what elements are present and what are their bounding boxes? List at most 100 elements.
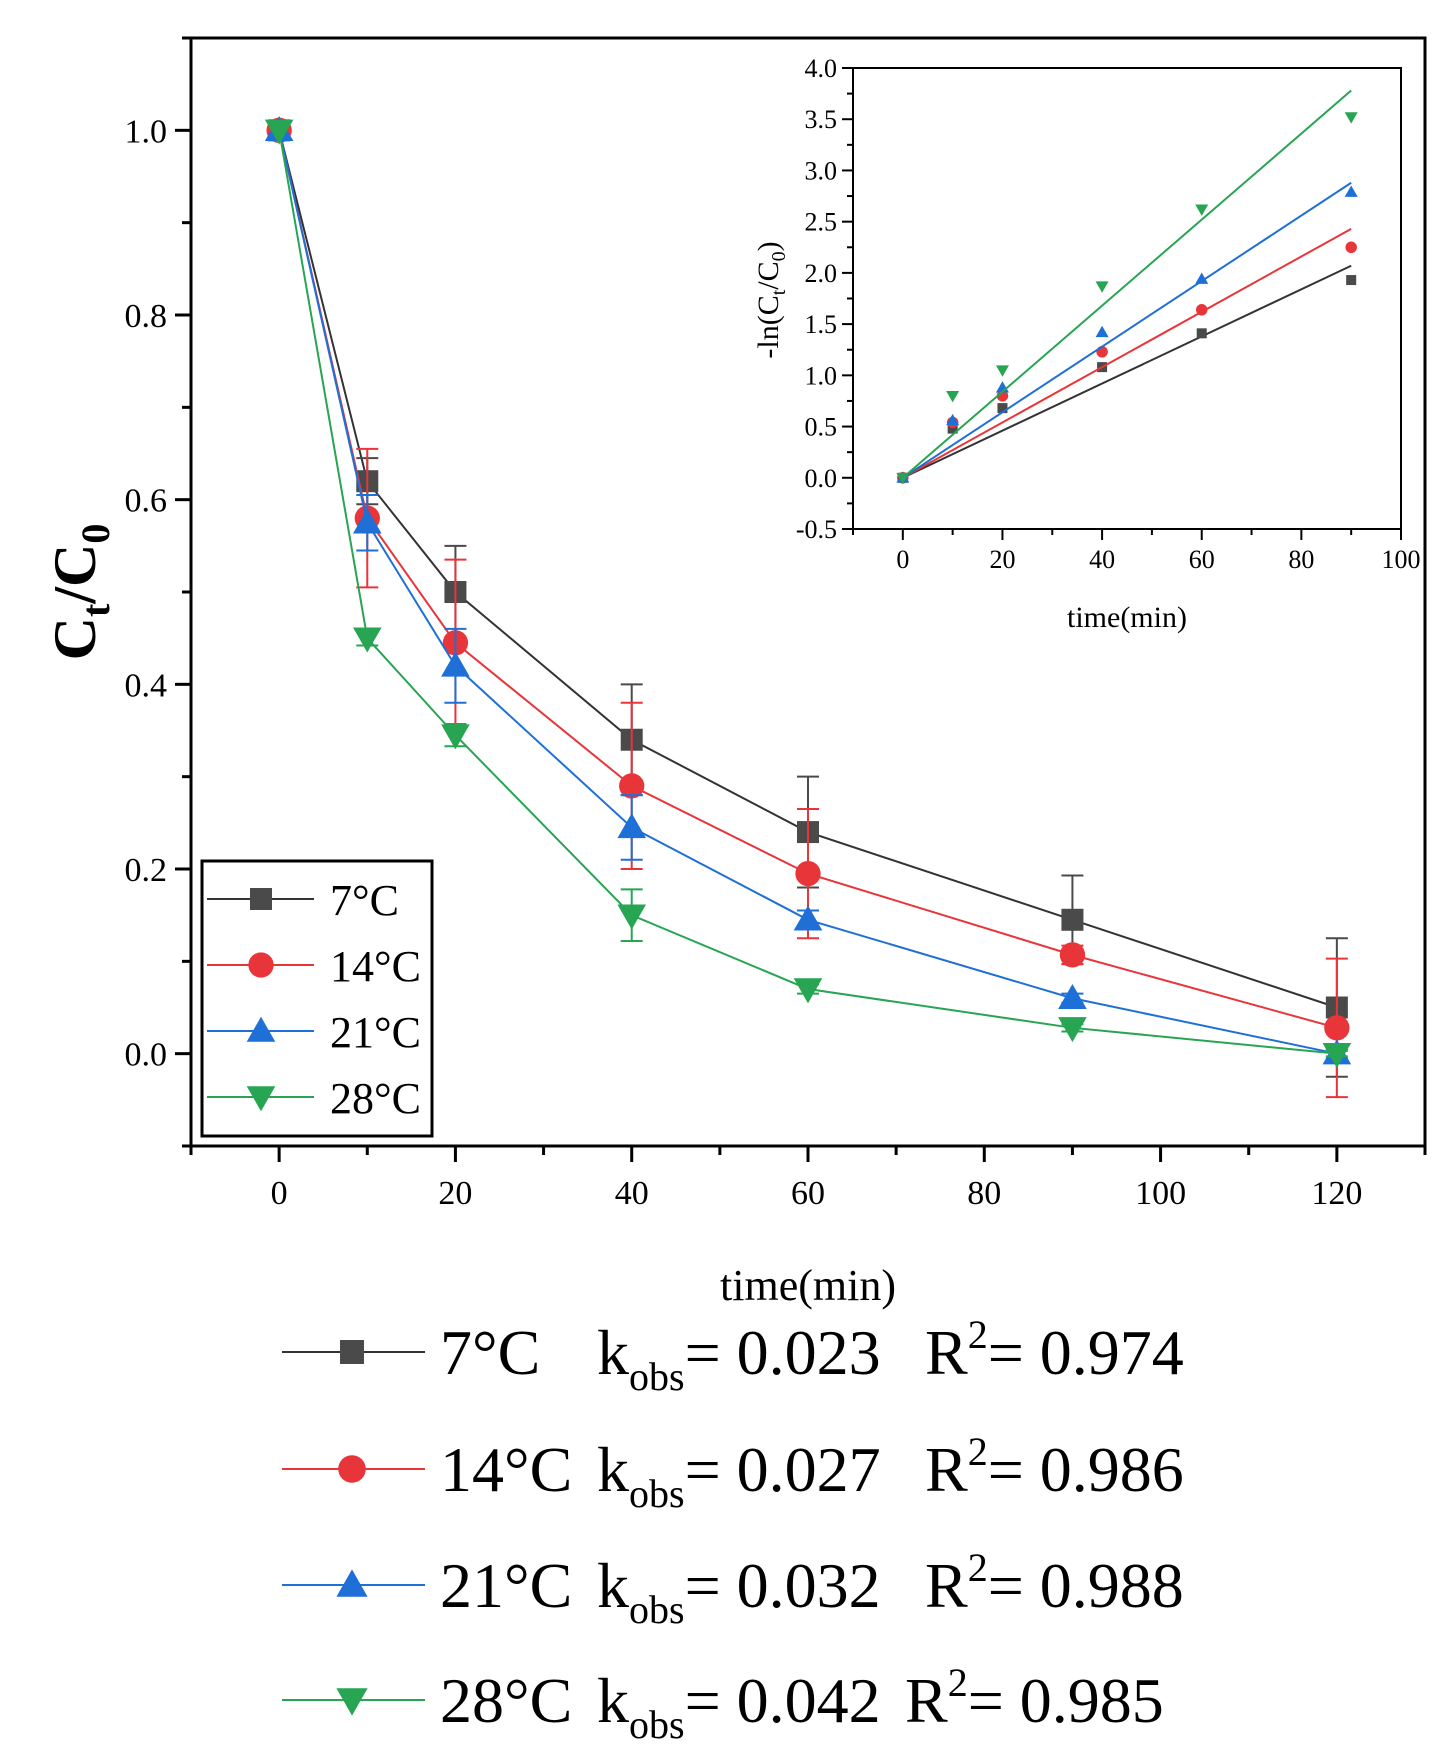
- inset-x-axis-label: time(min): [1067, 601, 1187, 634]
- inset-data-point: [1344, 185, 1358, 197]
- main-plot: 0 20 40 60 80 100 120 0.0 0.2 0.4 0.6 0.8 1.0 time(…: [42, 36, 1427, 1310]
- kinetics-k-number: = 0.032: [685, 1550, 881, 1621]
- inset-data-point: [896, 472, 910, 485]
- main-data-point: [264, 119, 294, 145]
- inset-data-point: [1345, 241, 1357, 254]
- inset-data-point: [1344, 112, 1358, 124]
- kinetics-legend-row: 14°C kobs= 0.027 R2= 0.986: [282, 1429, 1184, 1516]
- inset-series: [896, 89, 1358, 485]
- inset-y-tick-label: 3.0: [805, 156, 838, 185]
- kinetics-temp-label: 7°C: [440, 1317, 540, 1388]
- main-data-point: [352, 508, 382, 534]
- main-y-axis: 0.0 0.2 0.4 0.6 0.8 1.0: [125, 36, 191, 1148]
- inset-fit-line: [902, 89, 1352, 479]
- inset-x-tick-label: 40: [1089, 545, 1115, 574]
- inset-y-tick-label: 2.0: [805, 259, 838, 288]
- main-data-point: [441, 651, 470, 677]
- main-data-point: [1322, 1042, 1352, 1068]
- main-y-tick-label: 0.4: [125, 667, 168, 704]
- main-data-point: [793, 978, 823, 1004]
- main-y-tick-label: 0.2: [125, 852, 168, 889]
- inset-y-tick-label: 1.0: [805, 361, 838, 390]
- inset-y-tick-label: 4.0: [805, 54, 838, 83]
- kinetics-r-superscript: 2: [968, 1545, 988, 1590]
- main-legend-item: 14°C: [207, 942, 421, 991]
- kinetics-legend-row: 7°C kobs= 0.023 R2= 0.974: [282, 1312, 1184, 1399]
- main-legend-item: 21°C: [207, 1008, 421, 1057]
- kinetics-legend-marker: [336, 1569, 368, 1597]
- inset-x-tick-label: 80: [1288, 545, 1314, 574]
- main-legend-items: 7°C 14°C 21°C 28°C: [207, 876, 421, 1123]
- inset-y-axis-label: -ln(Ct/C0): [752, 241, 790, 358]
- inset-x-tick-label: 100: [1382, 545, 1421, 574]
- kinetics-r-symbol: R: [925, 1317, 968, 1388]
- kinetics-k-value: kobs= 0.027: [597, 1434, 881, 1516]
- kinetics-k-symbol: k: [597, 1550, 629, 1621]
- kinetics-k-value: kobs= 0.032: [597, 1550, 881, 1632]
- main-data-point: [1061, 908, 1084, 931]
- kinetics-r-number: = 0.985: [968, 1665, 1164, 1736]
- main-data-point: [617, 904, 647, 930]
- main-y-axis-label: Ct/C0: [42, 524, 118, 661]
- kinetics-k-subscript: obs: [629, 1702, 685, 1746]
- main-y-tick-label: 0.0: [125, 1037, 168, 1074]
- kinetics-legend-row: 28°C kobs= 0.042 R2= 0.985: [282, 1660, 1164, 1746]
- main-legend-item: 7°C: [207, 876, 399, 925]
- main-data-point: [1059, 942, 1086, 968]
- main-data-point: [619, 773, 645, 799]
- inset-x-tick-label: 60: [1189, 545, 1215, 574]
- kinetics-legend-row: 21°C kobs= 0.032 R2= 0.988: [282, 1545, 1184, 1632]
- main-y-tick-label: 1.0: [125, 113, 168, 150]
- main-legend-label: 28°C: [330, 1074, 421, 1123]
- inset-data-point: [1195, 304, 1208, 316]
- kinetics-temp-label: 28°C: [440, 1665, 572, 1736]
- kinetics-k-number: = 0.027: [685, 1434, 881, 1505]
- inset-y-tick-label: 2.5: [805, 208, 838, 237]
- kinetics-r-superscript: 2: [968, 1312, 988, 1357]
- kinetics-k-symbol: k: [597, 1434, 629, 1505]
- kinetics-r-number: = 0.986: [988, 1434, 1184, 1505]
- inset-y-tick-label: 0.5: [805, 413, 838, 442]
- kinetics-temp-label: 21°C: [440, 1550, 572, 1621]
- main-data-point: [1058, 1017, 1087, 1043]
- kinetics-r-symbol: R: [925, 1550, 968, 1621]
- main-data-point: [793, 905, 823, 931]
- inset-y-tick-label: 0.0: [805, 464, 838, 493]
- main-x-tick-label: 20: [438, 1175, 472, 1212]
- inset-x-axis: 0 20 40 60 80 100: [852, 529, 1421, 574]
- kinetics-temp-label: 14°C: [440, 1434, 572, 1505]
- kinetics-k-subscript: obs: [629, 1354, 685, 1399]
- inset-data-point: [947, 423, 958, 434]
- inset-plot: 0 20 40 60 80 100 -0.5 0.0 0.5 1.0 1.5 2.0 2.5 3.0 3.…: [752, 54, 1421, 634]
- kinetics-legend-marker: [336, 1688, 368, 1716]
- inset-y-tick-label: 3.5: [805, 105, 838, 134]
- main-data-point: [1058, 983, 1087, 1009]
- inset-data-point: [1195, 272, 1209, 284]
- inset-data-point: [1095, 281, 1109, 293]
- inset-data-point: [946, 390, 960, 403]
- main-y-tick-label: 0.8: [125, 298, 168, 335]
- kinetics-r2-value: R2= 0.985: [905, 1660, 1164, 1736]
- main-legend-marker: [246, 1086, 276, 1112]
- main-legend-label: 21°C: [330, 1008, 421, 1057]
- main-legend-label: 7°C: [330, 876, 399, 925]
- main-series-3: [264, 119, 1352, 1068]
- main-x-tick-label: 120: [1311, 1175, 1362, 1212]
- kinetics-legend-marker: [340, 1340, 364, 1364]
- kinetics-r-number: = 0.974: [988, 1317, 1184, 1388]
- main-data-point: [1324, 1015, 1350, 1041]
- inset-x-tick-label: 20: [989, 545, 1015, 574]
- kinetics-k-value: kobs= 0.042: [597, 1665, 881, 1746]
- kinetics-k-subscript: obs: [629, 1471, 685, 1516]
- main-data-point: [441, 724, 470, 750]
- inset-data-point: [995, 365, 1009, 377]
- inset-x-tick-label: 0: [896, 545, 909, 574]
- kinetics-k-symbol: k: [597, 1665, 629, 1736]
- inset-data-point: [1196, 328, 1207, 339]
- kinetics-k-symbol: k: [597, 1317, 629, 1388]
- inset-y-tick-label: 1.5: [805, 310, 838, 339]
- main-legend-box: [200, 859, 434, 1138]
- inset-y-tick-label: -0.5: [796, 515, 837, 544]
